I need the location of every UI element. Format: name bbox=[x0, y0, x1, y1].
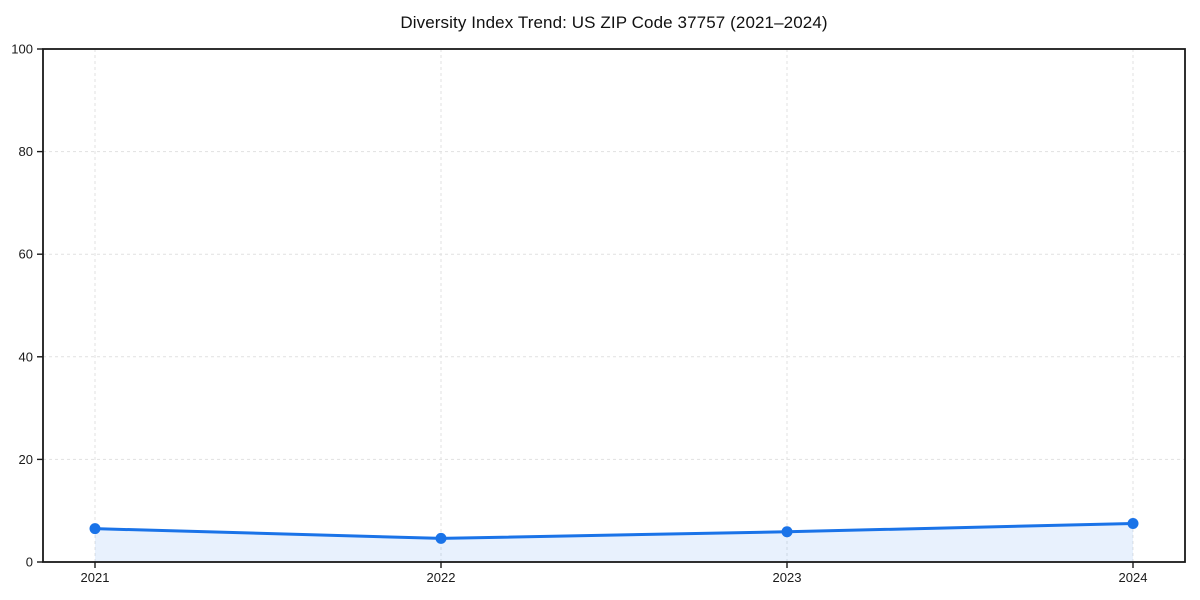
y-tick-label: 20 bbox=[19, 452, 33, 467]
data-point-marker bbox=[435, 532, 447, 544]
area-fill bbox=[95, 523, 1133, 562]
data-point-marker bbox=[1127, 518, 1139, 530]
data-point-marker bbox=[781, 526, 793, 538]
y-tick-label: 100 bbox=[11, 42, 33, 57]
x-tick-label: 2022 bbox=[427, 570, 456, 585]
data-point-marker bbox=[89, 523, 101, 535]
y-tick-label: 80 bbox=[19, 144, 33, 159]
x-tick-label: 2021 bbox=[81, 570, 110, 585]
x-tick-label: 2024 bbox=[1119, 570, 1148, 585]
y-tick-label: 40 bbox=[19, 349, 33, 364]
series-line bbox=[93, 522, 1135, 540]
chart-title: Diversity Index Trend: US ZIP Code 37757… bbox=[400, 13, 828, 32]
y-tick-label: 0 bbox=[26, 555, 33, 570]
x-tick-label: 2023 bbox=[773, 570, 802, 585]
axes-frame bbox=[42, 48, 1186, 563]
y-tick-label: 60 bbox=[19, 247, 33, 262]
